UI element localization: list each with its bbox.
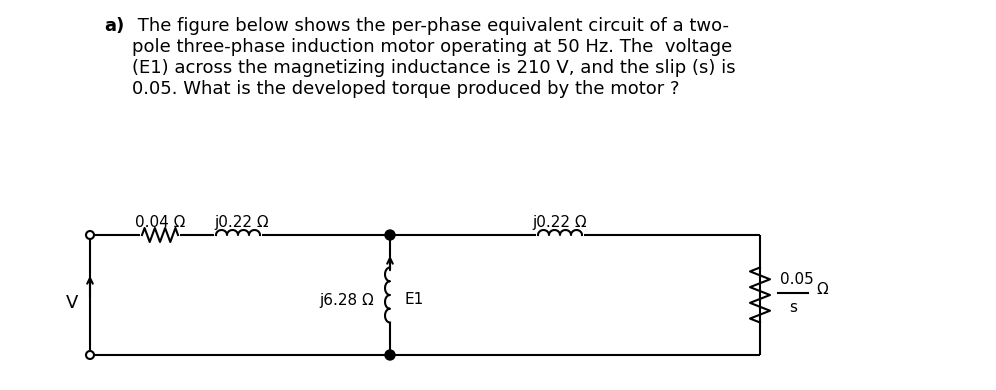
Text: 0.04 Ω: 0.04 Ω xyxy=(134,215,185,230)
Text: The figure below shows the per-phase equivalent circuit of a two-
pole three-pha: The figure below shows the per-phase equ… xyxy=(132,17,736,98)
Text: s: s xyxy=(789,300,797,315)
Text: j0.22 Ω: j0.22 Ω xyxy=(215,215,269,230)
Text: Ω: Ω xyxy=(816,282,828,298)
Text: 0.05: 0.05 xyxy=(780,272,814,287)
Text: j6.28 Ω: j6.28 Ω xyxy=(320,292,374,307)
Text: V: V xyxy=(66,294,78,312)
Text: j0.22 Ω: j0.22 Ω xyxy=(533,215,588,230)
Text: a): a) xyxy=(105,17,124,35)
Text: E1: E1 xyxy=(404,292,423,307)
Circle shape xyxy=(385,350,395,360)
Circle shape xyxy=(385,230,395,240)
